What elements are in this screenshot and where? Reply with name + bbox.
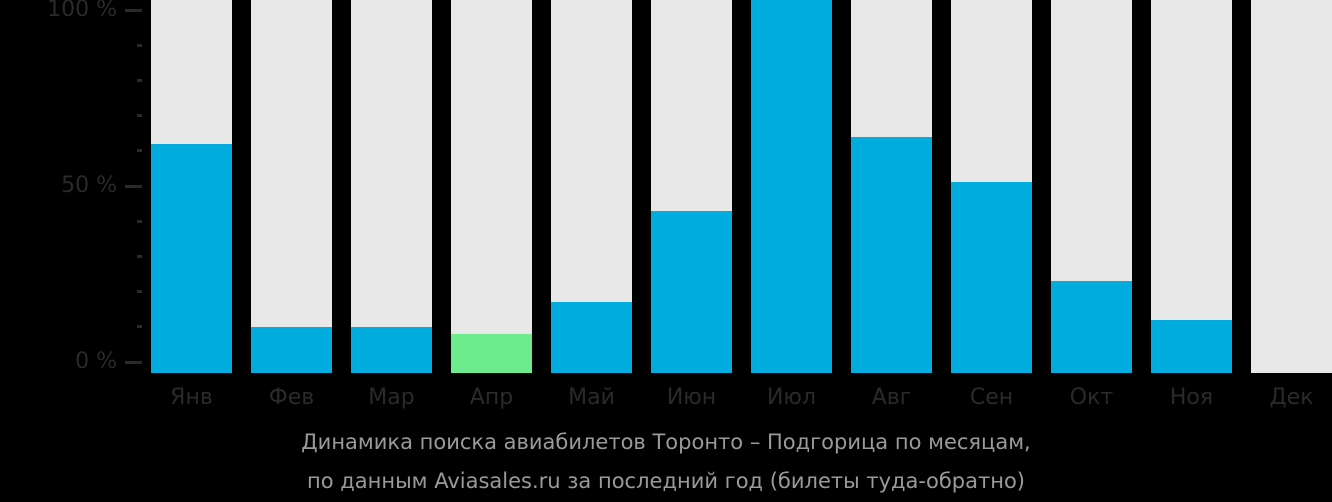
bar-fill (651, 211, 732, 373)
y-axis: 100 % 50 % 0 % (0, 0, 151, 374)
bar-column (1251, 0, 1332, 373)
bar-column (551, 0, 632, 373)
bar-fill (351, 327, 432, 373)
bar-column (951, 0, 1032, 373)
bar-column (251, 0, 332, 373)
bar-column (151, 0, 232, 373)
y-minor-tick (137, 43, 142, 47)
y-major-tick (125, 360, 142, 364)
bar-fill (751, 0, 832, 373)
y-axis-label: 50 % (61, 173, 117, 198)
y-minor-tick (137, 290, 142, 294)
x-axis-label: Авг (871, 385, 912, 410)
bar-column (1051, 0, 1132, 373)
bar-fill (1051, 281, 1132, 373)
x-axis-label: Май (568, 385, 615, 410)
y-minor-tick (137, 78, 142, 82)
x-axis-label: Мар (368, 385, 415, 410)
x-axis-label: Фев (268, 385, 315, 410)
y-minor-tick (137, 149, 142, 153)
y-axis-label: 100 % (47, 0, 117, 22)
x-axis-label: Окт (1069, 385, 1114, 410)
chart-subtitle: по данным Aviasales.ru за последний год … (307, 469, 1025, 493)
bar-column (1151, 0, 1232, 373)
bar-fill (951, 182, 1032, 373)
y-major-tick (125, 8, 142, 12)
x-axis-label: Июл (766, 385, 817, 410)
bar-fill-highlighted (451, 334, 532, 373)
bar-fill (151, 144, 232, 373)
bar-fill (551, 302, 632, 373)
chart-caption: Динамика поиска авиабилетов Торонто – По… (0, 423, 1332, 501)
y-minor-tick (137, 219, 142, 223)
y-minor-tick (137, 114, 142, 118)
x-axis-label: Янв (170, 385, 213, 410)
x-axis-label: Сен (969, 385, 1014, 410)
y-major-tick (125, 184, 142, 188)
bar-column (851, 0, 932, 373)
x-axis-label: Ноя (1169, 385, 1214, 410)
chart-title: Динамика поиска авиабилетов Торонто – По… (301, 430, 1031, 454)
bar-column (451, 0, 532, 373)
x-axis-label: Апр (469, 385, 514, 410)
x-axis-labels: Янв Фев Мар Апр Май Июн Июл Авг Сен Окт Ноя Дек (151, 384, 1332, 412)
plot-area (151, 0, 1332, 373)
bar-fill (251, 327, 332, 373)
bar-column (651, 0, 732, 373)
bar-column (751, 0, 832, 373)
y-axis-label: 0 % (75, 349, 117, 374)
x-axis-label: Июн (666, 385, 717, 410)
bar-column (351, 0, 432, 373)
bar-fill (851, 137, 932, 373)
y-minor-tick (137, 254, 142, 258)
bar-fill (1151, 320, 1232, 373)
x-axis-label: Дек (1269, 385, 1314, 410)
y-minor-tick (137, 325, 142, 329)
